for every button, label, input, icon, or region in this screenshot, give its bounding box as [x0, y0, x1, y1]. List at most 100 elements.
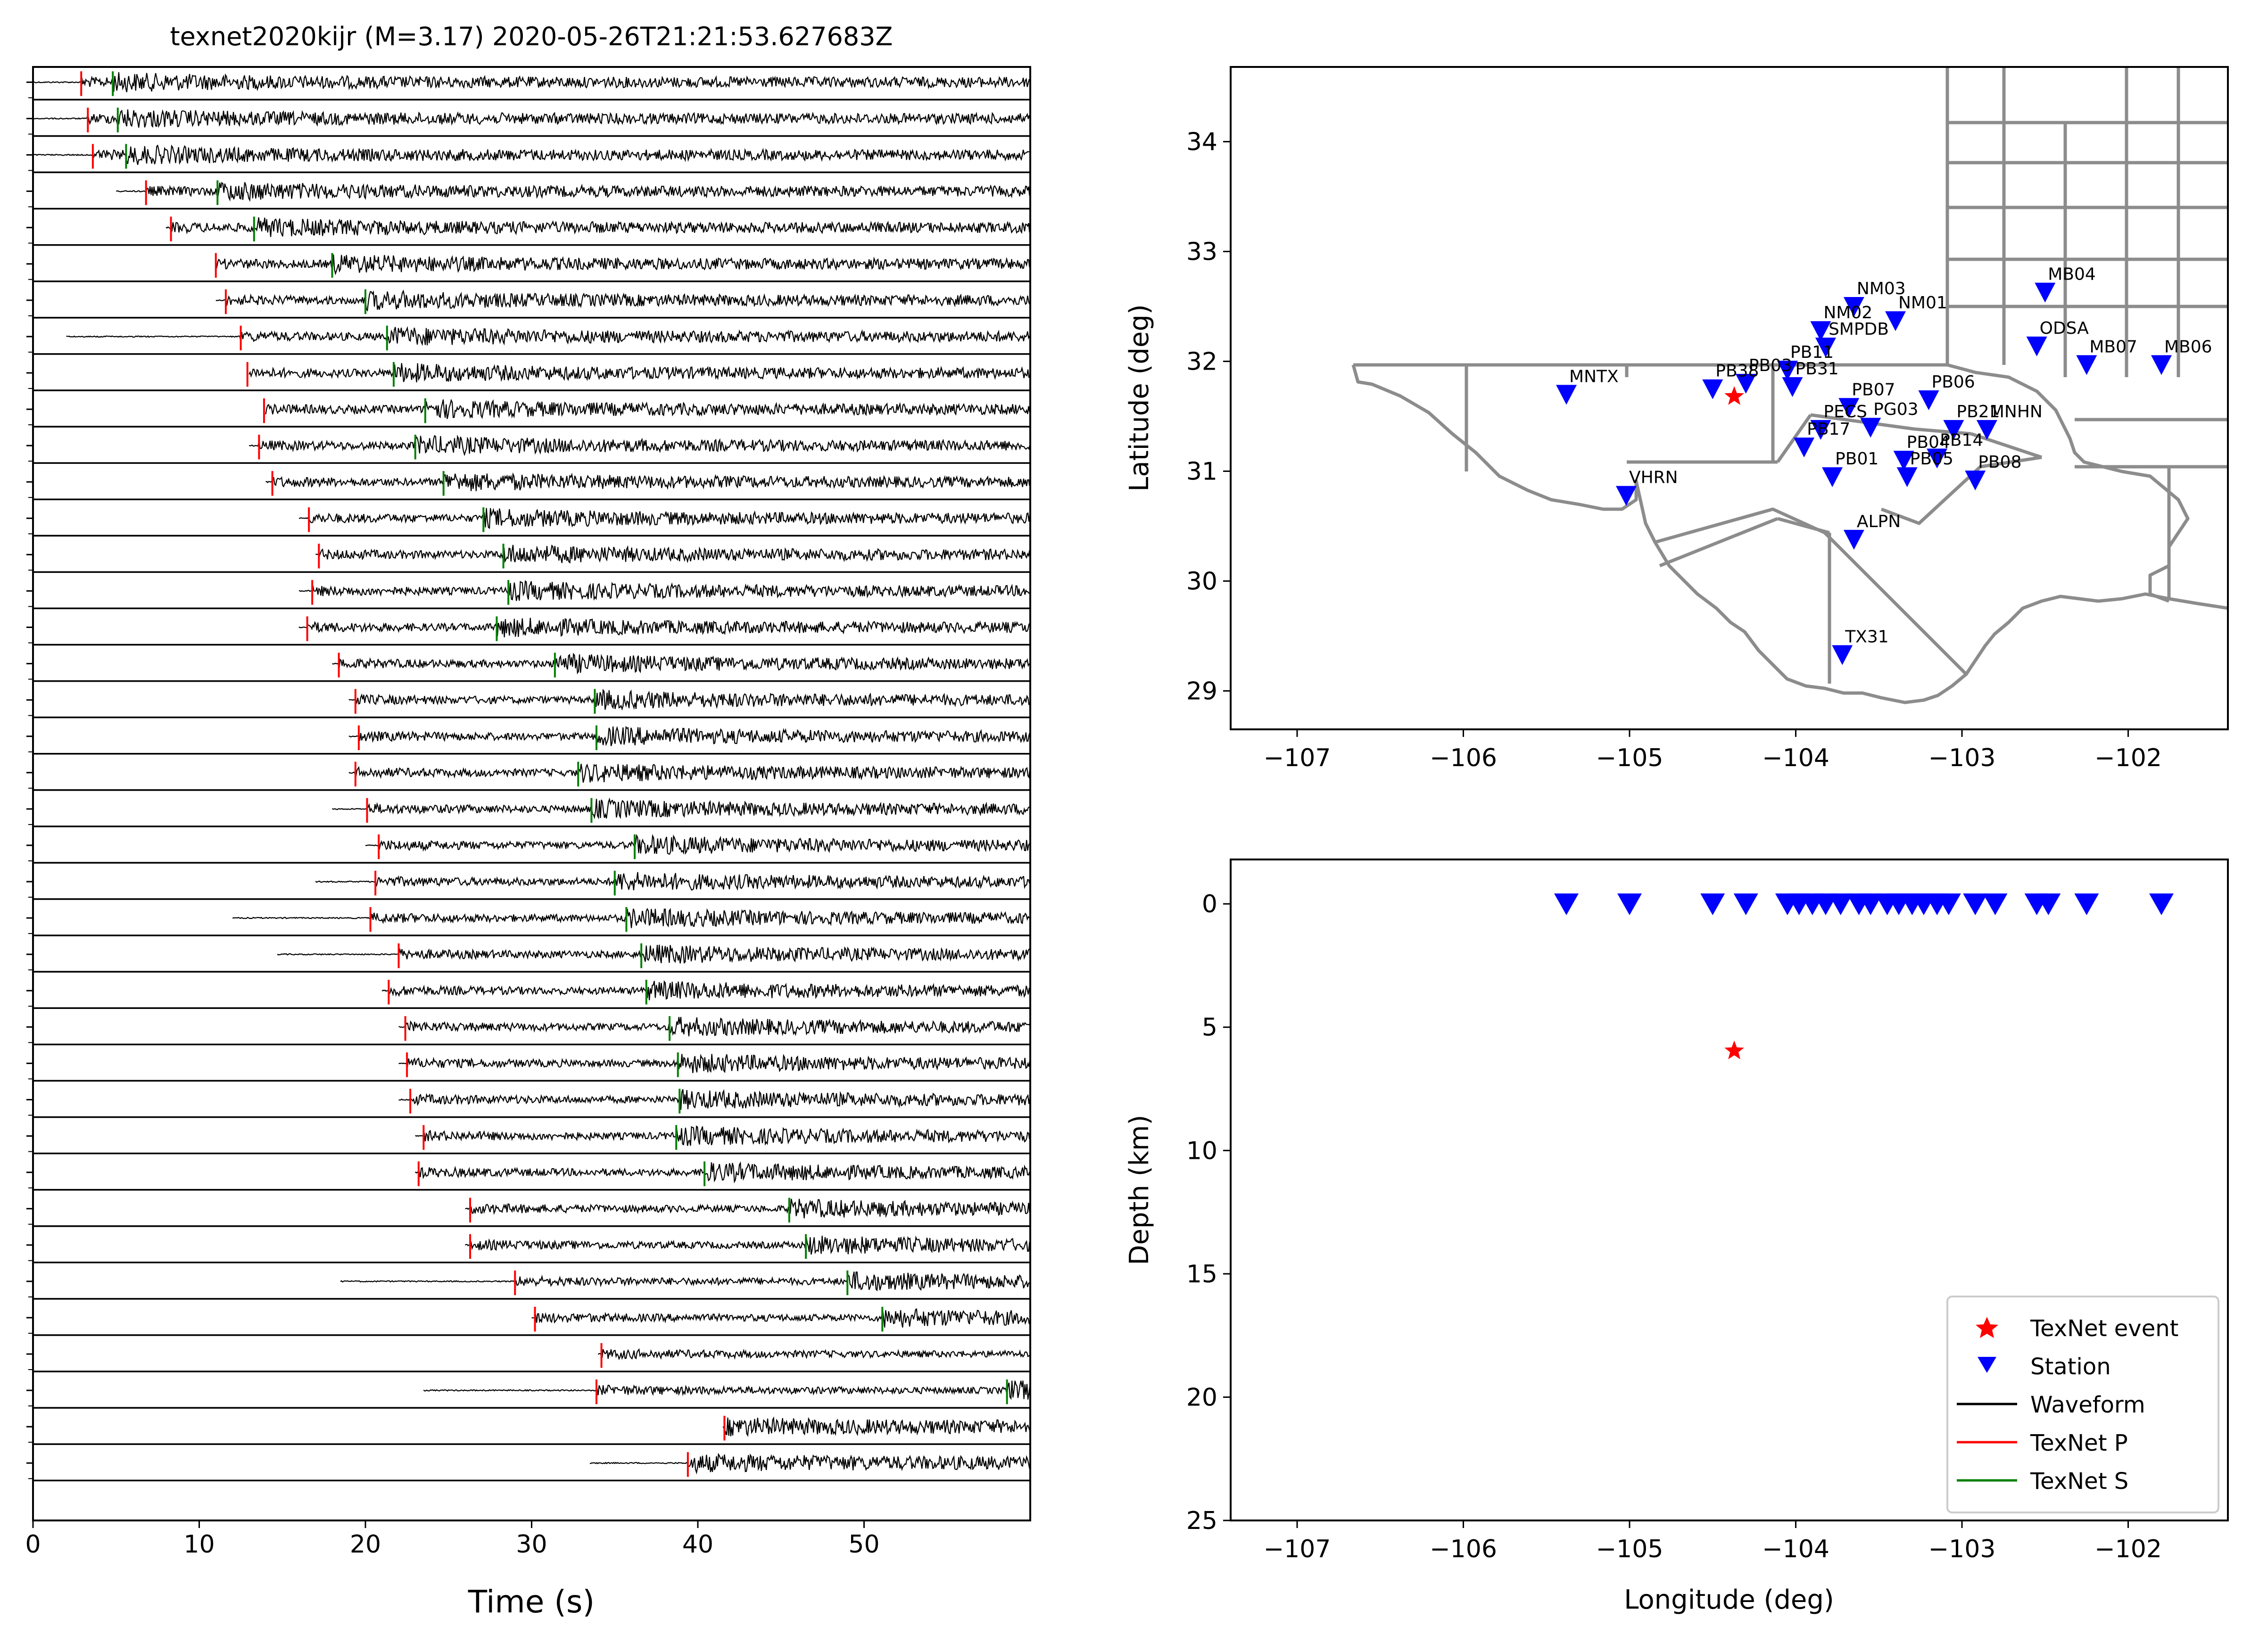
- waveform-x-tick-label: 20: [350, 1530, 381, 1559]
- legend: TexNet event Station Waveform TexNet P T…: [1946, 1296, 2219, 1513]
- depth-station-marker: [1700, 893, 1725, 916]
- depth-event: [1724, 1041, 1744, 1059]
- map-x-tick-label: −106: [1430, 744, 1497, 772]
- station-marker: [1702, 379, 1723, 399]
- depth-station-marker: [1828, 893, 1853, 916]
- depth-station-marker: [2074, 893, 2099, 916]
- map-y-tick-label: 30: [1186, 567, 1217, 595]
- station-label: MB07: [2089, 337, 2137, 356]
- waveform-trace: [589, 1453, 1030, 1475]
- depth-y-tick-label: 20: [1186, 1383, 1217, 1412]
- waveform-trace: [277, 944, 1030, 964]
- waveform-trace: [215, 254, 1030, 275]
- waveform-traces: [26, 71, 1030, 1481]
- waveform-trace: [215, 289, 1030, 312]
- station-label: PB01: [1835, 449, 1879, 469]
- station-label: VHRN: [1629, 468, 1678, 487]
- waveform-trace: [315, 544, 1030, 564]
- depth-station-marker: [1554, 893, 1579, 916]
- station-label: NM01: [1898, 293, 1947, 313]
- station-label: MNTX: [1569, 367, 1619, 386]
- station-label: PB14: [1940, 430, 1983, 450]
- map-event: [1724, 386, 1744, 405]
- station-marker: [1893, 451, 1914, 471]
- county-grid-north: [1947, 67, 2228, 599]
- waveform-trace: [722, 1416, 1030, 1437]
- station-marker: [1815, 338, 1836, 358]
- waveform-trace: [332, 653, 1030, 675]
- waveform-x-tick-label: 30: [516, 1530, 547, 1559]
- waveform-trace: [597, 1348, 1030, 1361]
- station-label: PB17: [1807, 420, 1850, 439]
- depth-station-marker: [2149, 893, 2174, 916]
- station-marker: [2026, 336, 2047, 356]
- station-label: MB04: [2048, 265, 2096, 284]
- waveform-trace: [465, 1235, 1030, 1255]
- waveform-trace: [365, 834, 1030, 855]
- waveform-trace: [348, 726, 1030, 746]
- station-label: TX31: [1845, 628, 1888, 647]
- waveform-trace: [116, 182, 1030, 202]
- station-marker: [1810, 321, 1831, 341]
- depth-y-tick-label: 0: [1202, 890, 1217, 918]
- map-y-tick-label: 31: [1186, 457, 1217, 486]
- legend-event-label: TexNet event: [2030, 1315, 2178, 1342]
- depth-x-axis-label: Longitude (deg): [1624, 1585, 1834, 1615]
- map-y-axis-label: Latitude (deg): [1124, 304, 1155, 492]
- depth-axes-frame: [1230, 859, 2229, 1521]
- waveform-trace: [531, 1308, 1030, 1328]
- waveform-trace: [423, 1380, 1030, 1400]
- county-lines-south: [1465, 365, 2043, 684]
- station-label: PB21: [1956, 402, 2000, 421]
- station-label: ALPN: [1857, 512, 1901, 531]
- rio-grande-texas-boundary: [1351, 364, 2228, 704]
- station-marker: [1927, 448, 1948, 469]
- station-label: NM03: [1857, 279, 1906, 298]
- map-y-ticks: 29 30 31 32 33 34: [1186, 128, 1231, 705]
- station-label: NM02: [1823, 303, 1872, 322]
- waveform-trace: [232, 908, 1030, 928]
- station-marker: [1943, 420, 1964, 440]
- depth-stations: [1554, 893, 2174, 916]
- waveform-trace: [33, 72, 1030, 92]
- depth-station-marker: [1617, 893, 1642, 916]
- waveform-trace: [340, 1271, 1030, 1291]
- depth-y-ticks: 0 5 10 15 20 25: [1186, 890, 1231, 1535]
- waveform-trace: [298, 618, 1030, 637]
- station-marker: [1976, 420, 1997, 440]
- waveform-trace: [298, 508, 1030, 529]
- map-x-tick-label: −103: [1928, 744, 1996, 772]
- station-label: PB31: [1795, 359, 1838, 379]
- depth-x-tick-label: −103: [1928, 1535, 1996, 1563]
- legend-p-label: TexNet P: [2030, 1430, 2128, 1456]
- depth-y-tick-label: 5: [1202, 1014, 1217, 1042]
- legend-event-marker: [1976, 1317, 1998, 1338]
- depth-y-tick-label: 10: [1186, 1137, 1217, 1165]
- state-county-boundaries: [1351, 67, 2228, 704]
- station-marker: [1860, 418, 1881, 438]
- map-axes-frame: [1230, 66, 2229, 730]
- station-marker: [1556, 385, 1577, 405]
- waveform-trace: [166, 217, 1030, 237]
- station-label: PB06: [1932, 372, 1975, 392]
- map-y-tick-label: 33: [1186, 238, 1217, 266]
- station-label: PB05: [1910, 449, 1953, 469]
- event-star-marker: [1724, 386, 1744, 405]
- depth-y-tick-label: 15: [1186, 1260, 1217, 1289]
- station-marker: [1843, 529, 1864, 550]
- waveform-trace: [398, 1016, 1030, 1037]
- station-marker: [1885, 311, 1906, 331]
- station-label: PB38: [1715, 362, 1759, 381]
- waveform-trace: [265, 398, 1030, 419]
- waveform-title: texnet2020kijr (M=3.17) 2020-05-26T21:21…: [170, 22, 893, 51]
- station-label: SMPDB: [1829, 320, 1889, 339]
- waveform-trace: [348, 763, 1030, 783]
- station-marker: [1918, 390, 1939, 410]
- depth-x-tick-label: −107: [1264, 1535, 1331, 1563]
- station-marker: [1832, 645, 1853, 665]
- depth-y-tick-label: 25: [1186, 1507, 1217, 1535]
- station-marker: [1782, 377, 1803, 397]
